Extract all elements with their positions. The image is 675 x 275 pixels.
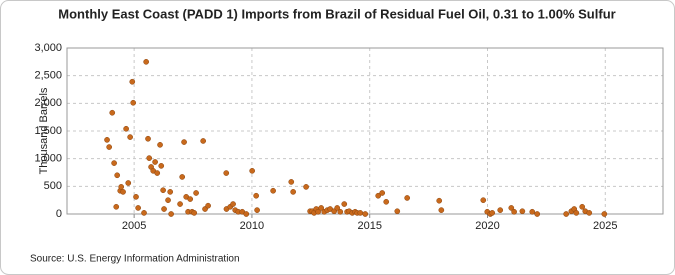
data-point: [104, 137, 110, 143]
y-tick-label: 2,000: [34, 97, 62, 109]
data-point: [334, 205, 341, 211]
data-point: [157, 141, 163, 148]
x-tick-label: 2025: [593, 220, 617, 232]
y-axis-label: Thousand Barrels: [38, 87, 50, 174]
data-point: [187, 196, 194, 202]
data-point: [497, 207, 504, 213]
data-point: [529, 208, 536, 215]
data-point: [249, 167, 256, 174]
data-point: [511, 208, 517, 215]
data-point: [270, 187, 276, 194]
data-point: [145, 135, 151, 142]
x-tick-label: 2020: [475, 220, 499, 232]
data-point: [167, 189, 174, 195]
data-point: [130, 99, 137, 106]
data-point: [394, 208, 401, 215]
data-point: [120, 189, 126, 195]
data-point: [125, 180, 132, 186]
data-point: [143, 58, 150, 65]
data-point: [179, 174, 186, 180]
y-tick-label: 1,000: [34, 153, 62, 165]
data-point: [146, 155, 153, 161]
data-point: [111, 160, 117, 166]
y-tick-label: 500: [44, 180, 62, 192]
data-point: [379, 190, 386, 196]
data-point: [127, 134, 133, 140]
y-tick-label: 3,000: [34, 42, 62, 54]
data-point: [404, 195, 411, 201]
y-tick-label: 2,500: [34, 70, 62, 82]
data-point: [318, 205, 325, 211]
data-point: [181, 139, 187, 145]
data-point: [303, 184, 309, 190]
data-point: [106, 144, 113, 150]
data-point: [161, 206, 167, 212]
data-point: [480, 197, 487, 204]
data-point: [243, 211, 250, 217]
data-point: [109, 109, 116, 116]
data-point: [508, 205, 515, 211]
data-point: [586, 210, 593, 216]
data-point: [129, 78, 136, 85]
data-point: [141, 210, 147, 216]
data-point: [534, 211, 541, 217]
chart-title: Monthly East Coast (PADD 1) Imports from…: [58, 6, 615, 21]
data-point: [579, 203, 586, 210]
data-point: [152, 159, 158, 165]
source-note: Source: U.S. Energy Information Administ…: [30, 254, 240, 265]
data-point: [253, 192, 260, 199]
data-point: [133, 193, 139, 200]
data-point: [489, 210, 496, 216]
data-point: [200, 138, 207, 144]
data-point: [601, 211, 608, 217]
x-tick-label: 2015: [357, 220, 381, 232]
data-point: [223, 170, 230, 176]
data-point: [357, 210, 364, 216]
data-point: [118, 184, 125, 190]
data-point: [436, 197, 443, 204]
data-point: [154, 170, 161, 176]
data-point: [341, 201, 348, 207]
data-point: [315, 208, 321, 215]
data-point: [165, 197, 171, 204]
data-point: [158, 163, 165, 169]
data-point: [191, 210, 198, 216]
data-point: [114, 172, 121, 179]
data-point: [288, 179, 295, 185]
x-tick-label: 2005: [122, 220, 146, 232]
data-point: [290, 189, 297, 195]
data-point: [230, 201, 236, 207]
data-point: [563, 211, 570, 217]
data-point: [177, 201, 183, 207]
data-point: [168, 211, 174, 217]
data-point: [573, 210, 580, 216]
y-tick-label: 0: [56, 208, 62, 220]
data-point: [383, 198, 390, 205]
data-point: [254, 207, 260, 213]
data-point: [438, 207, 445, 213]
data-point: [519, 208, 526, 215]
data-point: [375, 192, 382, 199]
data-point: [135, 205, 141, 211]
data-point: [113, 203, 120, 210]
x-tick-label: 2010: [240, 220, 264, 232]
data-point: [337, 208, 344, 215]
data-point: [160, 187, 166, 194]
y-tick-label: 1,500: [34, 125, 62, 137]
data-point: [193, 190, 199, 196]
data-point: [362, 211, 369, 217]
data-point: [123, 125, 129, 132]
data-point: [205, 202, 211, 209]
